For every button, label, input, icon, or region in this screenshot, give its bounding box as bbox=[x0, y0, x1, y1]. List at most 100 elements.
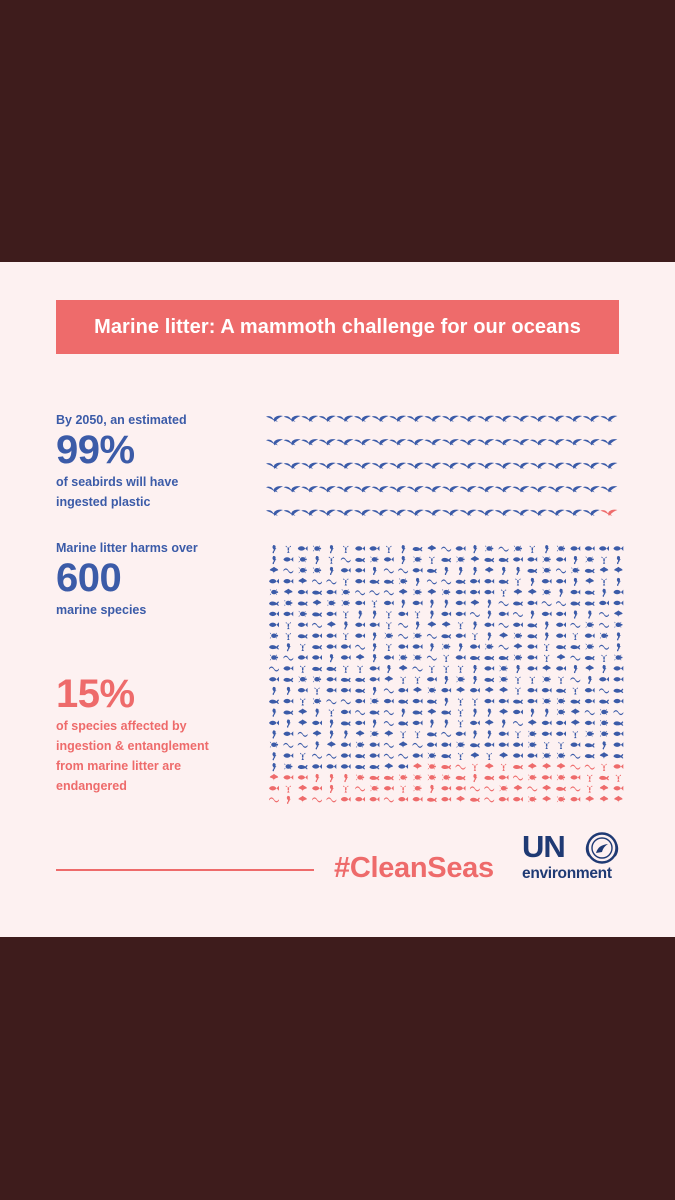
species-icon bbox=[369, 753, 380, 759]
species-icon bbox=[355, 622, 366, 628]
species-icon bbox=[541, 687, 552, 693]
species-icon bbox=[386, 545, 392, 553]
species-icon bbox=[283, 677, 294, 683]
seabird-icon bbox=[354, 462, 371, 469]
species-icon bbox=[570, 622, 581, 628]
species-icon bbox=[283, 753, 294, 759]
species-icon bbox=[401, 599, 406, 608]
species-icon bbox=[556, 611, 566, 617]
species-icon bbox=[400, 676, 406, 684]
species-icon bbox=[401, 708, 406, 717]
species-icon bbox=[528, 588, 537, 596]
species-icon bbox=[441, 753, 452, 759]
species-icon bbox=[386, 611, 392, 619]
species-icon bbox=[499, 665, 508, 672]
seabird-icon bbox=[371, 462, 389, 469]
species-icon bbox=[283, 742, 294, 748]
endangered-species-icon bbox=[441, 764, 452, 770]
species-icon bbox=[355, 710, 366, 716]
endangered-species-icon bbox=[427, 774, 436, 781]
seabird-icon bbox=[477, 439, 495, 446]
species-icon bbox=[457, 698, 464, 706]
endangered-species-icon bbox=[326, 797, 337, 803]
species-icon bbox=[614, 654, 623, 661]
endangered-species-icon bbox=[556, 774, 566, 781]
species-icon bbox=[527, 687, 538, 693]
species-icon bbox=[426, 742, 437, 748]
species-icon bbox=[372, 654, 377, 663]
endangered-species-icon bbox=[498, 796, 509, 802]
species-icon bbox=[613, 676, 624, 682]
seabird-icon bbox=[389, 486, 407, 493]
species-icon bbox=[327, 621, 336, 629]
endangered-species-icon bbox=[383, 775, 394, 781]
species-icon bbox=[457, 720, 464, 728]
endangered-species-icon bbox=[430, 784, 435, 794]
species-icon bbox=[312, 633, 323, 639]
species-icon bbox=[613, 589, 624, 595]
infographic-card: Marine litter: A mammoth challenge for o… bbox=[0, 262, 675, 937]
species-icon bbox=[498, 557, 509, 563]
species-icon bbox=[527, 623, 538, 628]
seabird-icon bbox=[547, 415, 565, 422]
species-icon bbox=[315, 708, 320, 717]
species-icon bbox=[614, 566, 623, 574]
endangered-species-icon bbox=[340, 796, 351, 802]
species-icon bbox=[543, 654, 550, 662]
seabird-icon bbox=[582, 509, 600, 516]
endangered-species-icon bbox=[343, 785, 349, 793]
species-icon bbox=[556, 752, 566, 759]
species-icon bbox=[427, 752, 436, 759]
species-icon bbox=[412, 546, 423, 552]
seabird-icon bbox=[283, 415, 301, 422]
species-icon bbox=[398, 633, 409, 639]
endangered-species-icon bbox=[570, 786, 581, 792]
endangered-species-icon bbox=[484, 797, 495, 803]
un-logo-text: UN bbox=[522, 829, 566, 864]
species-stat: Marine litter harms over 600 marine spec… bbox=[56, 538, 198, 620]
species-icon bbox=[502, 719, 507, 728]
seabird-icon bbox=[354, 439, 371, 446]
species-icon bbox=[613, 698, 624, 704]
species-icon bbox=[441, 742, 452, 748]
seabird-icon bbox=[354, 415, 371, 422]
seabird-icon bbox=[600, 415, 618, 422]
species-icon bbox=[473, 566, 478, 576]
endangered-species-icon bbox=[269, 797, 279, 803]
endangered-species-icon bbox=[512, 775, 523, 781]
species-icon bbox=[602, 741, 607, 750]
endangered-species-icon bbox=[285, 785, 292, 793]
species-icon bbox=[601, 654, 607, 662]
species-icon bbox=[515, 578, 521, 586]
species-icon bbox=[326, 676, 337, 682]
species-icon bbox=[358, 610, 363, 619]
endangered-stat: 15% of species affected by ingestion & e… bbox=[56, 674, 209, 796]
species-icon bbox=[326, 764, 337, 769]
endangered-species-icon bbox=[512, 764, 523, 770]
seabird-icon bbox=[582, 415, 600, 422]
species-icon bbox=[370, 730, 379, 737]
species-icon bbox=[312, 622, 323, 628]
species-icon bbox=[312, 676, 322, 683]
seabird-icon bbox=[283, 509, 301, 516]
seabird-icon bbox=[406, 462, 424, 469]
seabird-icon bbox=[494, 439, 512, 446]
seabird-icon bbox=[389, 439, 407, 446]
species-icon bbox=[599, 730, 609, 737]
species-icon bbox=[343, 665, 349, 673]
seabird-icon bbox=[371, 486, 389, 493]
species-icon bbox=[556, 644, 566, 650]
species-icon bbox=[473, 621, 478, 630]
species-icon bbox=[272, 752, 277, 761]
seabird-icon bbox=[424, 415, 442, 422]
seabird-icon bbox=[336, 439, 354, 446]
species-icon bbox=[429, 556, 435, 564]
species-icon bbox=[269, 699, 279, 705]
species-icon bbox=[616, 577, 621, 586]
endangered-species-icon bbox=[556, 763, 566, 770]
seabird-icon bbox=[547, 462, 565, 469]
species-icon bbox=[513, 654, 523, 661]
endangered-species-icon bbox=[455, 764, 466, 770]
species-icon bbox=[487, 730, 492, 739]
species-icon bbox=[369, 710, 380, 715]
